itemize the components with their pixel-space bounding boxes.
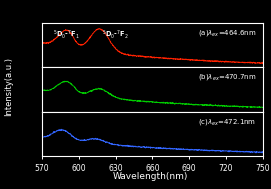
Text: $^5$D$_0$-$^7$F$_1$: $^5$D$_0$-$^7$F$_1$ — [53, 28, 80, 40]
Text: Intensity(a.u.): Intensity(a.u.) — [4, 57, 13, 116]
Text: Wavelength(nm): Wavelength(nm) — [113, 172, 188, 181]
Text: $^5$D$_0$-$^7$F$_2$: $^5$D$_0$-$^7$F$_2$ — [102, 28, 129, 40]
Text: (b)$\lambda_{ex}$=470.7nm: (b)$\lambda_{ex}$=470.7nm — [198, 72, 256, 82]
Text: (a)$\lambda_{ex}$=464.6nm: (a)$\lambda_{ex}$=464.6nm — [198, 28, 256, 38]
Text: (c)$\lambda_{ex}$=472.1nm: (c)$\lambda_{ex}$=472.1nm — [198, 117, 256, 127]
